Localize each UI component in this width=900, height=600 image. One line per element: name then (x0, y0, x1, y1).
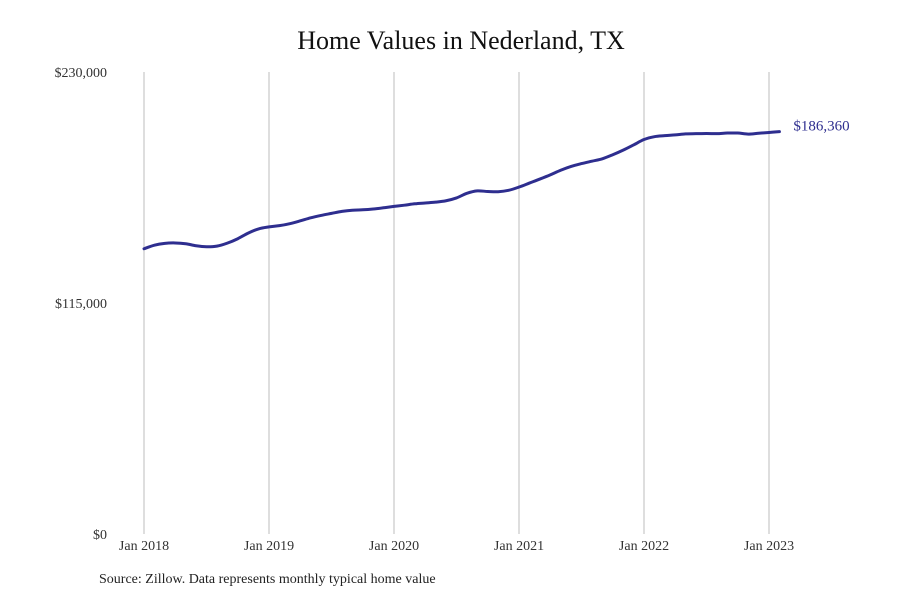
data-point-2022-11 (747, 133, 750, 136)
data-point-2021-01 (518, 186, 521, 189)
data-point-2021-03 (538, 178, 541, 181)
data-point-2021-10 (611, 153, 614, 156)
end-value-labels: $186,360 (793, 119, 849, 135)
data-point-2018-01 (143, 247, 146, 250)
data-point-2019-01 (268, 225, 271, 228)
series-lines (142, 130, 781, 251)
data-point-2021-11 (622, 149, 625, 152)
x-tick-label: Jan 2022 (619, 539, 669, 554)
data-point-2019-12 (382, 206, 385, 209)
data-point-2022-09 (726, 132, 729, 135)
x-tick-label: Jan 2021 (494, 539, 544, 554)
y-tick-label: $230,000 (55, 66, 108, 81)
data-point-2018-06 (195, 244, 198, 247)
end-value-label: $186,360 (793, 119, 849, 135)
data-point-2020-12 (507, 189, 510, 192)
chart-title: Home Values in Nederland, TX (297, 26, 625, 55)
data-point-2018-02 (153, 244, 156, 247)
data-point-2022-02 (653, 135, 656, 138)
x-tick-label: Jan 2019 (244, 539, 294, 554)
data-point-2020-04 (424, 201, 427, 204)
data-point-2020-10 (486, 190, 489, 193)
data-point-2021-02 (528, 182, 531, 185)
data-point-2020-02 (403, 204, 406, 207)
data-point-2022-06 (695, 132, 698, 135)
x-tick-label: Jan 2020 (369, 539, 419, 554)
data-point-2022-04 (674, 133, 677, 136)
data-point-2022-05 (684, 132, 687, 135)
data-point-2021-09 (601, 157, 604, 160)
data-point-2019-06 (320, 214, 323, 217)
x-axis-tick-labels: Jan 2018 Jan 2019 Jan 2020 Jan 2021 Jan 2022… (119, 539, 794, 554)
data-point-2019-02 (278, 224, 281, 227)
series-points (143, 130, 781, 250)
data-point-2022-07 (705, 132, 708, 135)
data-point-2022-12 (757, 132, 760, 135)
data-point-2019-05 (309, 216, 312, 219)
series-line (142, 130, 781, 251)
x-tick-label: Jan 2023 (744, 539, 794, 554)
data-point-2020-07 (455, 196, 458, 199)
data-point-2019-11 (372, 207, 375, 210)
data-point-2018-07 (205, 245, 208, 248)
x-tick-label: Jan 2018 (119, 539, 169, 554)
data-point-2018-08 (215, 245, 218, 248)
data-point-2022-10 (736, 132, 739, 135)
data-point-2023-01 (768, 131, 771, 134)
data-point-2020-11 (497, 190, 500, 193)
data-point-2021-08 (590, 160, 593, 163)
y-axis-tick-labels: $0 $115,000 $230,000 (55, 66, 108, 543)
data-point-2018-12 (257, 227, 260, 230)
data-point-2023-02 (778, 130, 781, 133)
data-point-2022-03 (663, 134, 666, 137)
data-point-2018-05 (184, 242, 187, 245)
data-point-2020-08 (465, 192, 468, 195)
source-note: Source: Zillow. Data represents monthly … (99, 572, 436, 587)
data-point-2019-03 (288, 222, 291, 225)
vertical-gridlines (143, 72, 770, 534)
data-point-2019-07 (330, 212, 333, 215)
y-tick-label: $0 (93, 528, 107, 543)
data-point-2019-10 (361, 208, 364, 211)
data-point-2021-06 (570, 165, 573, 168)
data-point-2019-09 (351, 209, 354, 212)
data-point-2019-04 (299, 219, 302, 222)
data-point-2020-09 (476, 189, 479, 192)
data-point-2022-08 (715, 132, 718, 135)
data-point-2018-10 (236, 237, 239, 240)
data-point-2021-07 (580, 162, 583, 165)
data-point-2018-09 (226, 242, 229, 245)
data-point-2019-08 (340, 210, 343, 213)
data-point-2020-01 (393, 205, 396, 208)
data-point-2022-01 (643, 138, 646, 141)
data-point-2021-04 (549, 173, 552, 176)
data-point-2020-03 (413, 202, 416, 205)
y-tick-label: $115,000 (55, 297, 107, 312)
data-point-2021-05 (559, 169, 562, 172)
data-point-2018-04 (174, 241, 177, 244)
data-point-2020-06 (445, 199, 448, 202)
data-point-2018-11 (247, 232, 250, 235)
data-point-2018-03 (163, 242, 166, 245)
data-point-2021-12 (632, 143, 635, 146)
data-point-2020-05 (434, 201, 437, 204)
